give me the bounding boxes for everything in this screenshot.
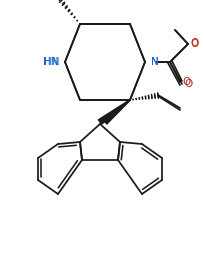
Text: HN: HN [43,57,59,67]
Text: O: O [182,77,190,87]
Text: O: O [190,39,198,49]
Polygon shape [103,100,130,124]
Text: N: N [150,57,158,67]
Text: HN: HN [44,57,59,67]
Text: O: O [184,79,192,89]
Text: N: N [150,57,158,67]
Polygon shape [98,100,130,124]
Text: O: O [190,38,198,48]
